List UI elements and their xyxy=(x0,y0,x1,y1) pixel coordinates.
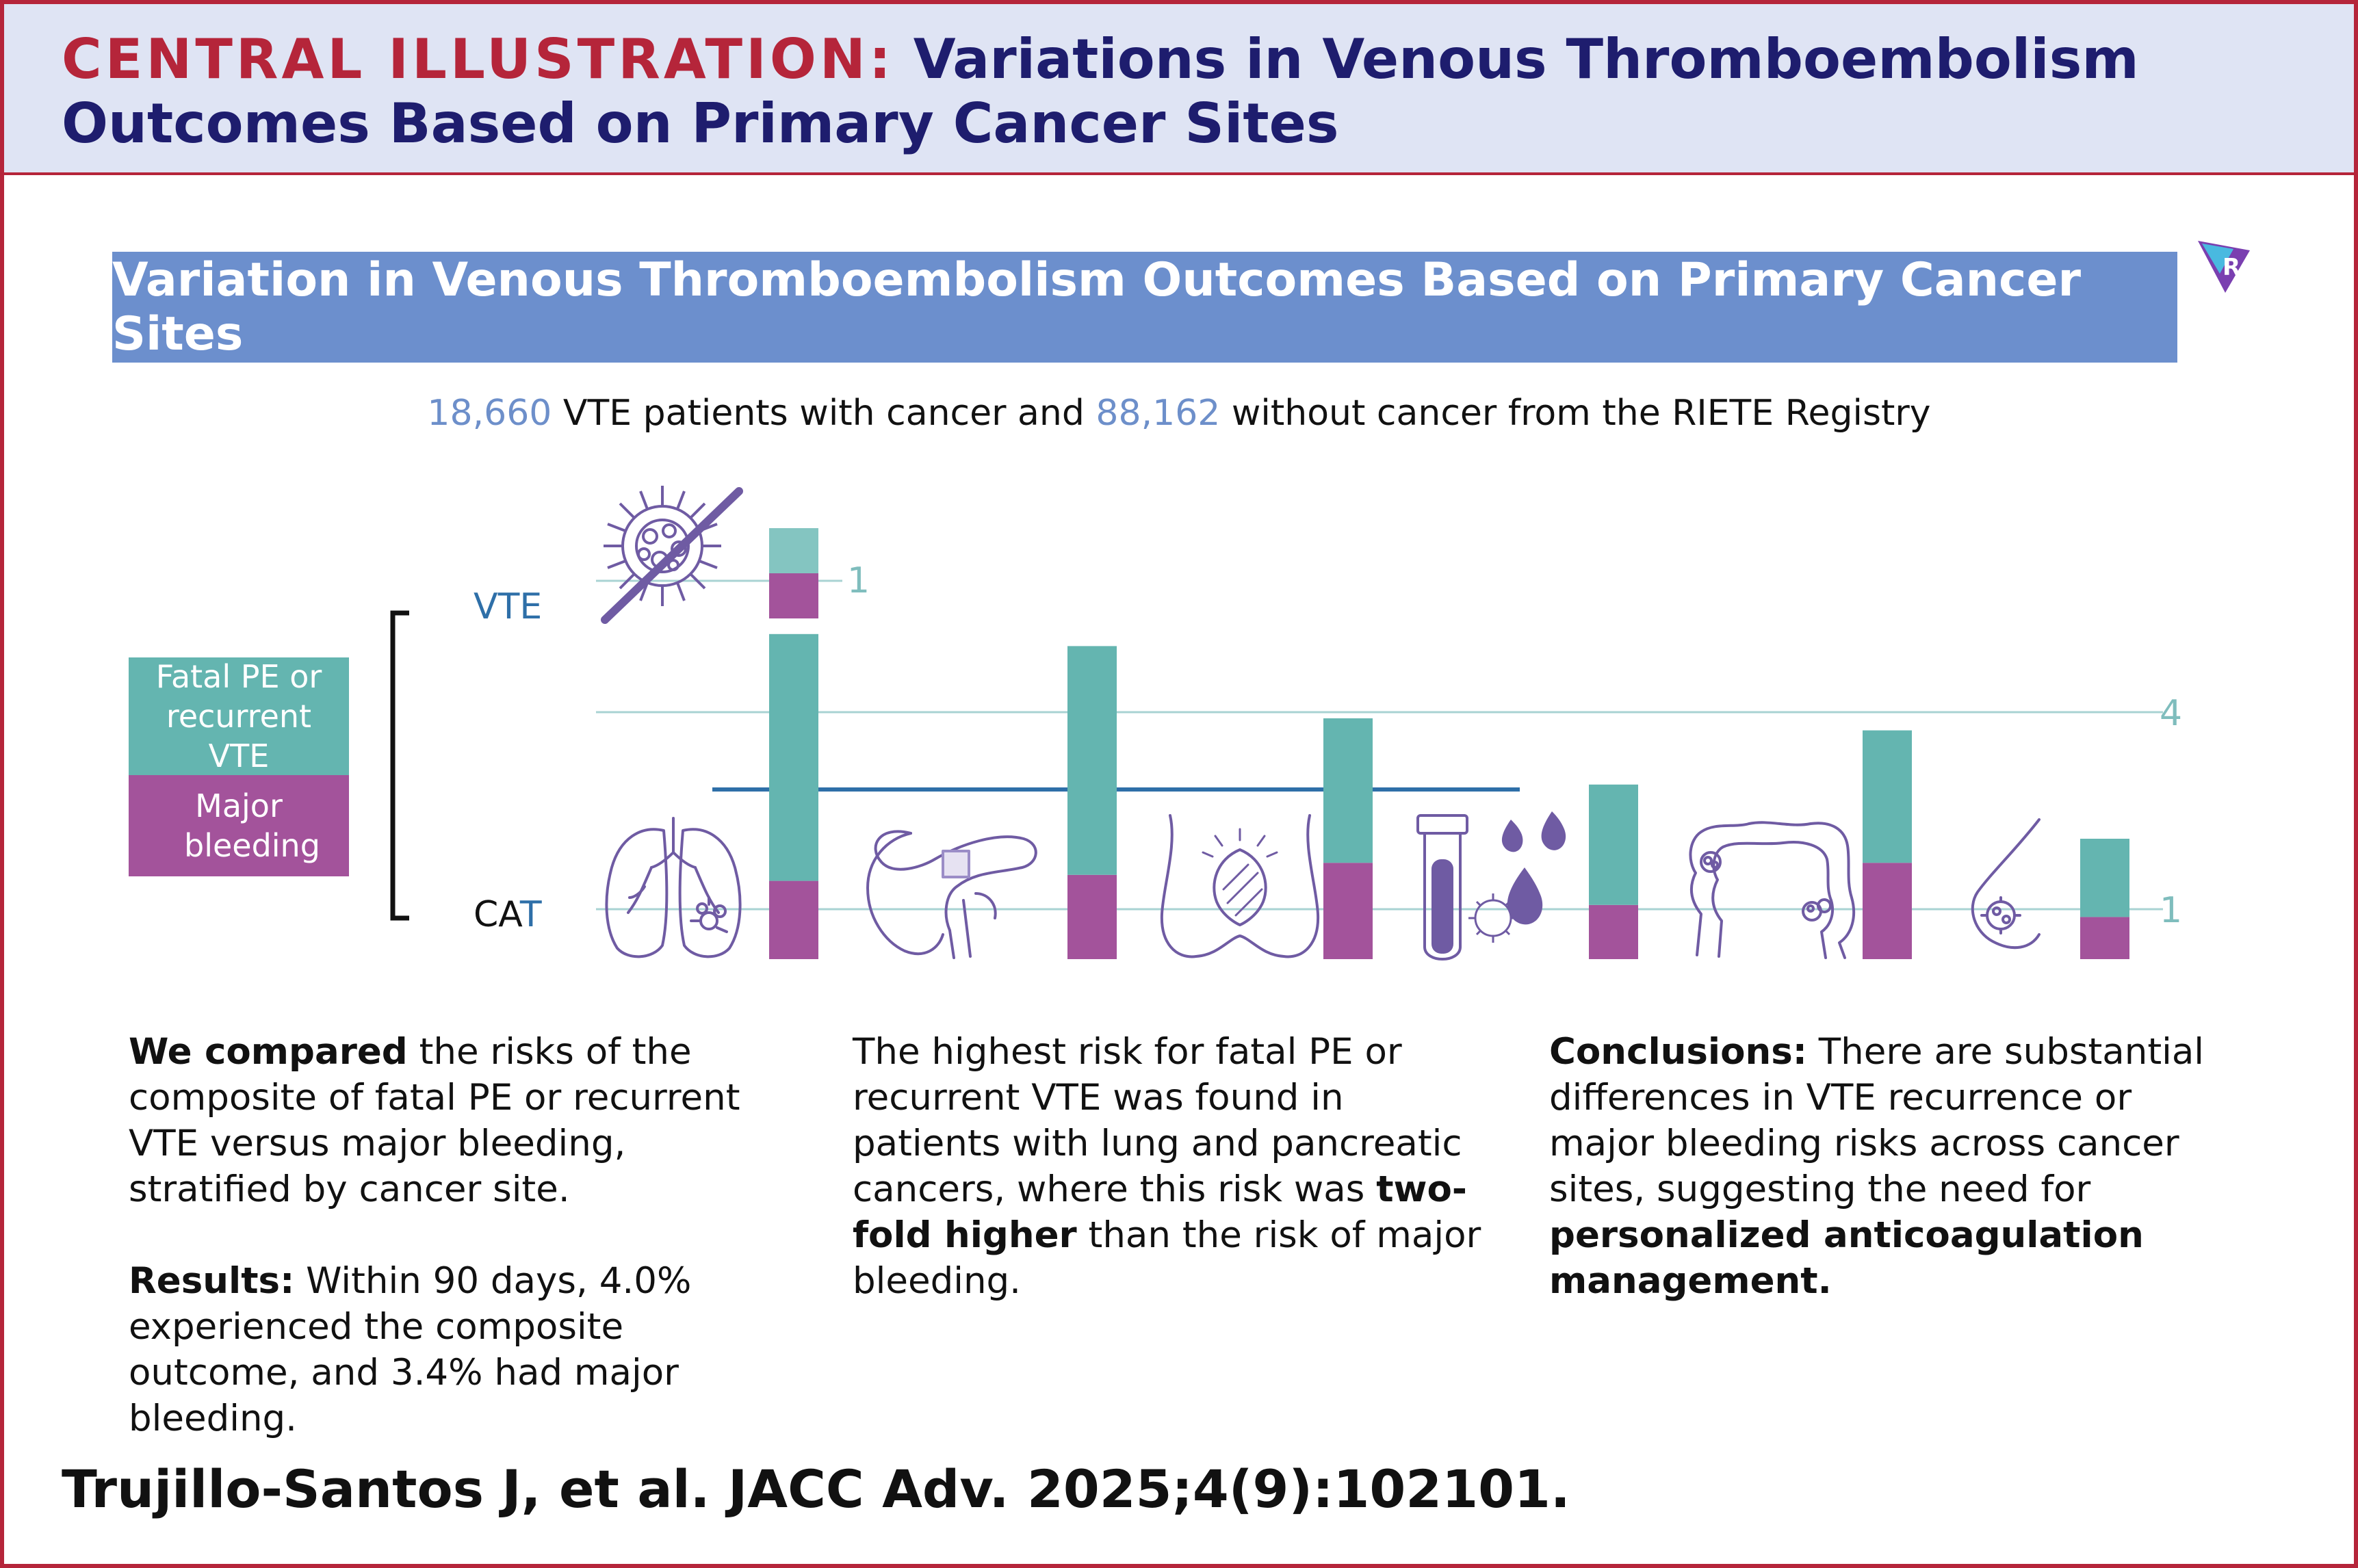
bar-fatal-pe-1 xyxy=(769,634,818,881)
breast-icon xyxy=(1973,820,2039,948)
tick-label-upper: 4 xyxy=(2160,693,2182,734)
bar-fatal-pe-0 xyxy=(769,528,818,573)
conclusions-emphasis: personalized anticoagulation management. xyxy=(1549,1214,2144,1302)
text-column-findings: The highest risk for fatal PE or recurre… xyxy=(853,1029,1489,1350)
text-column-conclusions: Conclusions: There are substantial diffe… xyxy=(1549,1029,2233,1350)
axis-label-cat: CAT xyxy=(474,894,542,935)
pancreas-icon xyxy=(868,831,1036,958)
colon-icon xyxy=(1690,822,1854,958)
legend-fatal-label: Fatal PE or recurrent VTE xyxy=(153,657,324,776)
bar-fatal-pe-5 xyxy=(1863,731,1912,863)
legend-major-bleeding: Major bleeding xyxy=(129,775,349,876)
bar-fatal-pe-3 xyxy=(1323,718,1373,863)
bar-bleeding-6 xyxy=(2080,917,2129,959)
citation: Trujillo-Santos J, et al. JACC Adv. 2025… xyxy=(62,1459,1570,1519)
bar-fatal-pe-6 xyxy=(2080,839,2129,917)
conclusions-lead: Conclusions: xyxy=(1549,1031,1807,1073)
bar-fatal-pe-4 xyxy=(1589,785,1638,905)
bar-bleeding-2 xyxy=(1067,875,1117,959)
axis-label-vte: VTE xyxy=(474,586,542,627)
tick-label-lower: 1 xyxy=(2160,890,2182,931)
uterus-icon xyxy=(1162,815,1318,956)
axis-bracket xyxy=(393,613,409,918)
bar-bleeding-3 xyxy=(1323,863,1373,959)
methods-lead: We compared xyxy=(129,1031,408,1073)
findings-text-a: The highest risk for fatal PE or recurre… xyxy=(853,1031,1462,1210)
legend-bleeding-label: Major bleeding xyxy=(184,786,294,865)
bar-bleeding-5 xyxy=(1863,863,1912,959)
tick-label-no-cancer: 1 xyxy=(847,560,870,601)
results-lead: Results: xyxy=(129,1260,294,1302)
bar-fatal-pe-2 xyxy=(1067,646,1117,874)
lung-icon xyxy=(606,818,740,956)
bar-bleeding-1 xyxy=(769,881,818,959)
bar-bleeding-4 xyxy=(1589,905,1638,959)
text-column-methods: We compared the risks of the composite o… xyxy=(129,1029,779,1487)
bar-bleeding-0 xyxy=(769,573,818,618)
page: CENTRAL ILLUSTRATION: Variations in Veno… xyxy=(0,0,2358,1568)
legend-fatal-pe: Fatal PE or recurrent VTE xyxy=(129,657,349,775)
no-cancer-cell-icon xyxy=(604,486,739,620)
blood-tube-icon xyxy=(1418,811,1566,959)
